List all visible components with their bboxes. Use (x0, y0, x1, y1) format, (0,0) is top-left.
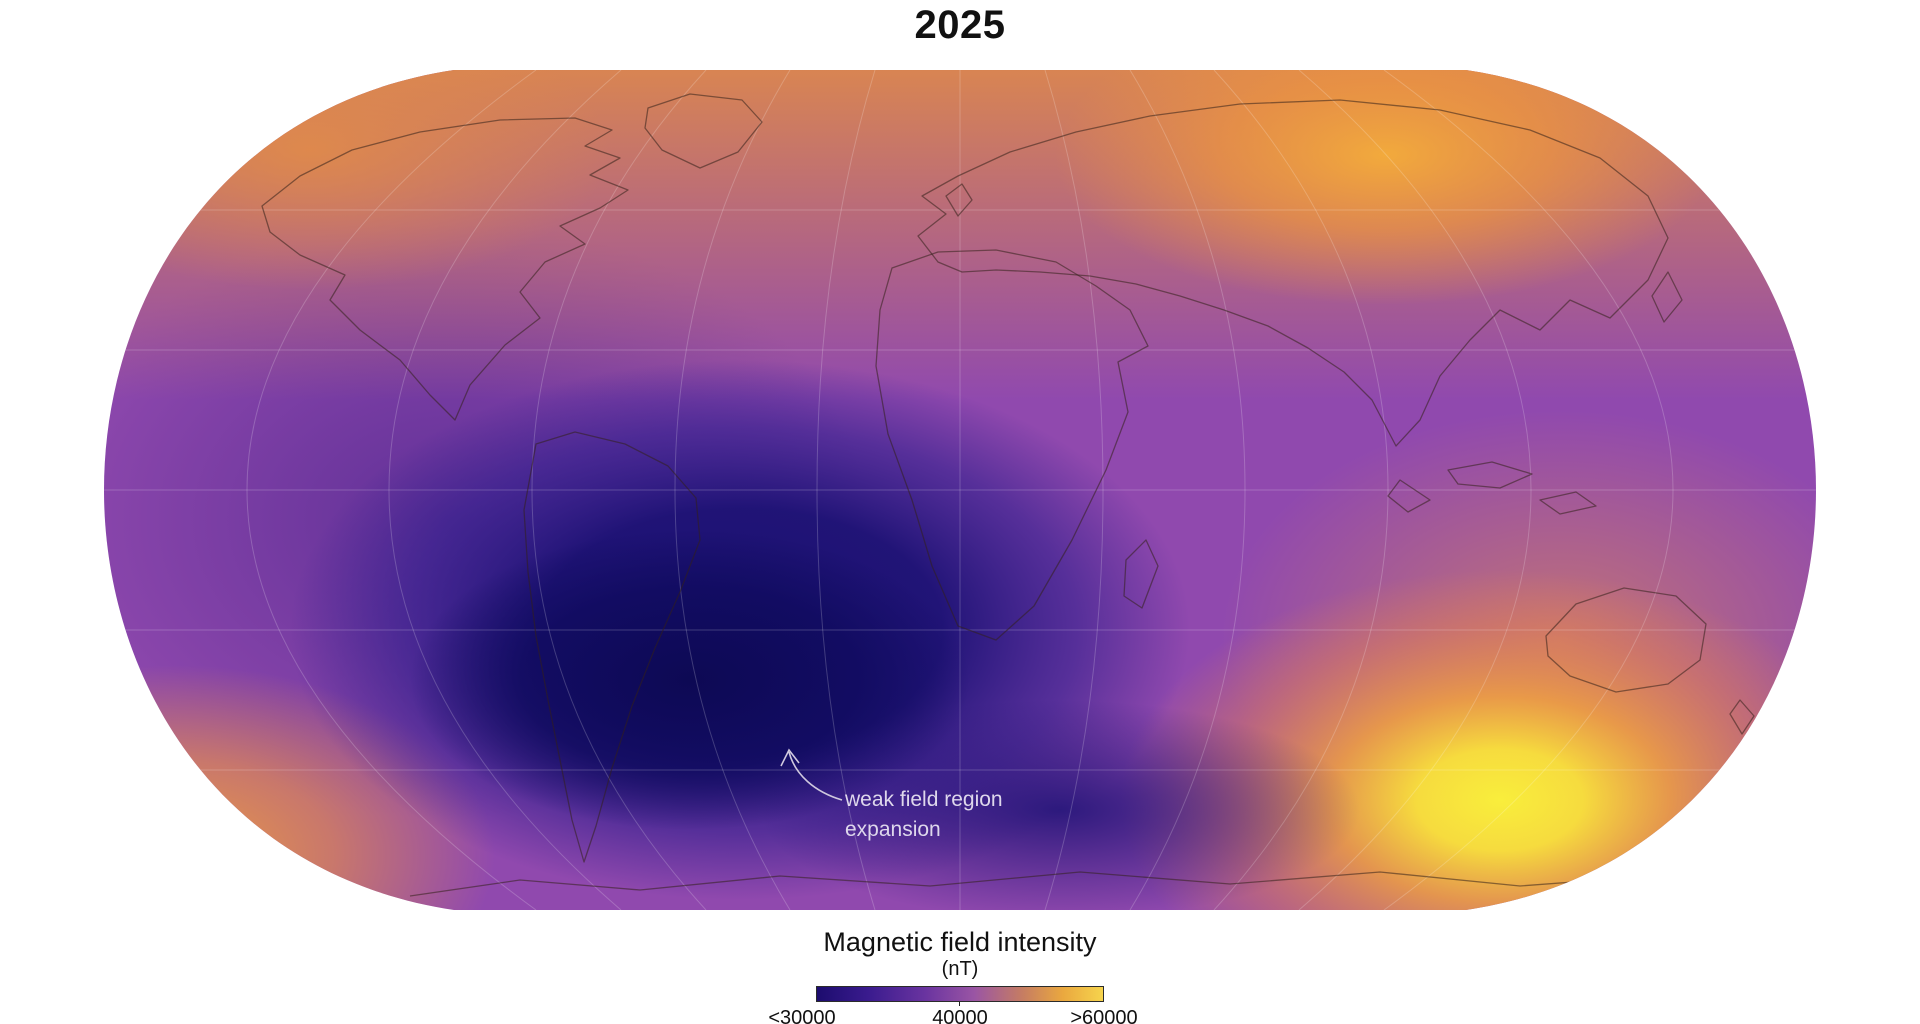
colorbar-tick-mid: 40000 (932, 1007, 988, 1024)
legend-unit: (nT) (941, 958, 979, 980)
graticule (104, 70, 1816, 910)
magnetic-field-heat-layers: weak field region expansion (104, 70, 1816, 910)
annotation-line2: expansion (845, 818, 941, 841)
colorbar-tick-max: >60000 (1070, 1007, 1138, 1024)
colorbar-tick-min: <30000 (768, 1007, 836, 1024)
colorbar-center-tick (959, 1002, 960, 1006)
coastlines (261, 93, 1755, 897)
annotation-line1: weak field region (844, 788, 1003, 811)
colorbar-wrap: <30000 40000 >60000 (768, 986, 1138, 1024)
page-title: 2025 (914, 3, 1006, 47)
legend-title: Magnetic field intensity (823, 927, 1097, 957)
legend: Magnetic field intensity (nT) <30000 400… (768, 926, 1138, 1024)
annotation-arrow (780, 748, 843, 801)
colorbar (816, 986, 1104, 1002)
